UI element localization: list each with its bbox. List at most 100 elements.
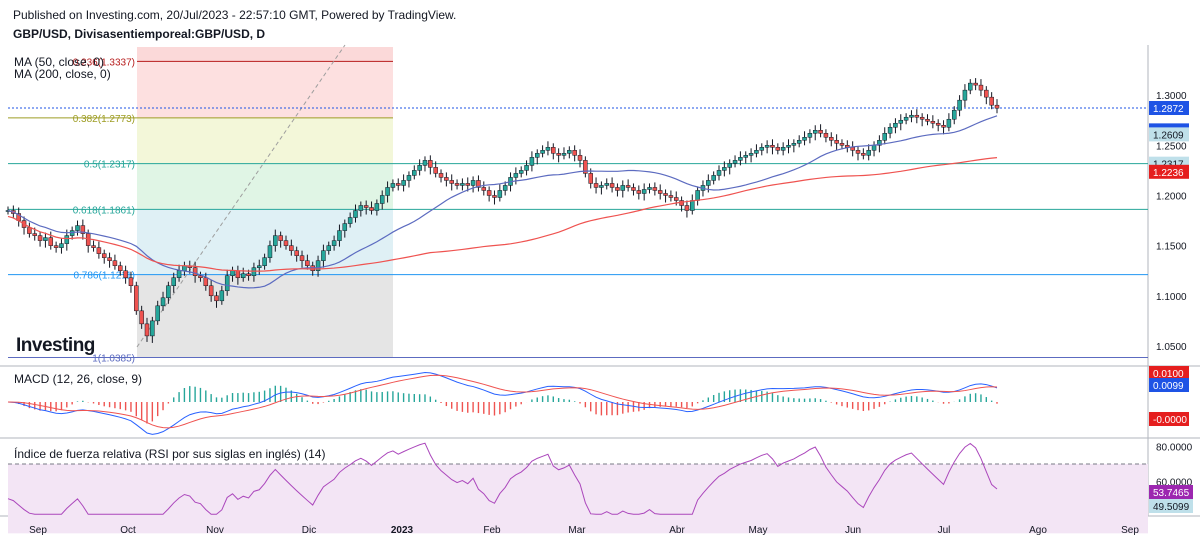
candle <box>882 133 887 141</box>
time-axis-label: Oct <box>120 525 136 536</box>
candle <box>802 137 807 141</box>
candle <box>107 257 112 261</box>
candle <box>37 235 43 241</box>
candle <box>192 267 198 276</box>
time-axis-label: Nov <box>206 525 224 536</box>
candle <box>738 157 743 161</box>
candle <box>567 150 572 154</box>
candle <box>732 160 738 164</box>
candle <box>722 167 727 171</box>
candle <box>796 140 802 144</box>
time-axis-label: Ago <box>1029 525 1047 536</box>
candle <box>289 245 294 251</box>
time-axis-label: Jun <box>845 525 861 536</box>
candle <box>615 187 620 191</box>
candle <box>390 183 396 188</box>
candle <box>492 195 497 198</box>
candle <box>839 143 845 146</box>
candle <box>64 235 70 244</box>
candle <box>706 180 711 186</box>
time-axis-label: Sep <box>1121 525 1139 536</box>
time-axis-label: Jul <box>938 525 951 536</box>
candle <box>930 120 936 124</box>
macd-line <box>7 371 998 435</box>
time-axis-label: 2023 <box>391 525 414 536</box>
candle <box>780 147 786 151</box>
price-badge <box>1149 164 1189 179</box>
candle <box>684 205 690 211</box>
candle <box>433 167 438 174</box>
candle <box>716 170 722 176</box>
candle <box>331 240 337 246</box>
fib-level-label: 1(1.0385) <box>92 353 135 364</box>
fib-level-label: 0.382(1.2773) <box>73 114 135 125</box>
candle <box>657 190 663 194</box>
fib-level-label: 0.5(1.2317) <box>84 160 135 171</box>
candle <box>866 150 871 156</box>
signal-line <box>7 374 998 429</box>
candle <box>497 190 503 198</box>
fib-band <box>137 117 393 164</box>
macd-badge-label: 0.0100 <box>1153 369 1184 380</box>
fib-band <box>137 163 393 210</box>
candle <box>305 260 310 266</box>
candle <box>593 183 599 188</box>
candle <box>112 260 118 266</box>
candle <box>123 270 128 278</box>
fib-band <box>137 47 393 62</box>
candle <box>807 133 813 138</box>
candle <box>524 165 529 171</box>
candle <box>994 104 1000 109</box>
macd-badge-label: -0.0000 <box>1153 415 1187 426</box>
candle <box>946 118 952 128</box>
candle <box>957 99 962 111</box>
candle <box>128 277 134 287</box>
candle <box>246 273 251 276</box>
ma50-legend: MA (50, close, 0) <box>14 55 105 69</box>
candle <box>791 143 797 146</box>
time-axis-label: Feb <box>483 525 501 536</box>
candle <box>652 187 658 191</box>
candle <box>358 205 364 211</box>
price-badge <box>1149 100 1189 115</box>
candle <box>144 323 150 337</box>
ma200-legend: MA (200, close, 0) <box>14 67 111 81</box>
candle <box>53 245 59 248</box>
candle <box>855 150 861 154</box>
candle <box>898 119 904 124</box>
candle <box>968 82 973 91</box>
candle <box>829 137 834 141</box>
candle <box>379 195 385 204</box>
candle <box>551 147 556 154</box>
candle <box>631 187 636 191</box>
candle <box>673 197 679 201</box>
candle <box>754 150 759 154</box>
candle <box>219 290 225 302</box>
candle <box>182 265 187 271</box>
candle <box>235 270 241 278</box>
candle <box>262 257 267 266</box>
candle <box>743 155 748 158</box>
rsi-band <box>8 464 1148 534</box>
candle <box>48 237 54 246</box>
price-tick-label: 1.3000 <box>1156 91 1187 102</box>
candle <box>203 277 209 287</box>
candle <box>561 153 567 156</box>
macd-badge-label: 0.0099 <box>1153 381 1184 392</box>
candle <box>834 140 839 144</box>
candle <box>914 114 920 118</box>
candle <box>294 250 299 256</box>
candle <box>786 145 791 148</box>
candle <box>775 147 781 151</box>
candle <box>315 260 321 271</box>
candle <box>134 285 139 312</box>
candle <box>230 270 235 276</box>
candle <box>32 233 37 236</box>
candle <box>476 180 481 188</box>
candle <box>91 245 96 248</box>
candle <box>486 190 492 196</box>
rsi-badge <box>1149 485 1193 499</box>
candle <box>609 183 615 188</box>
candle <box>406 175 412 181</box>
